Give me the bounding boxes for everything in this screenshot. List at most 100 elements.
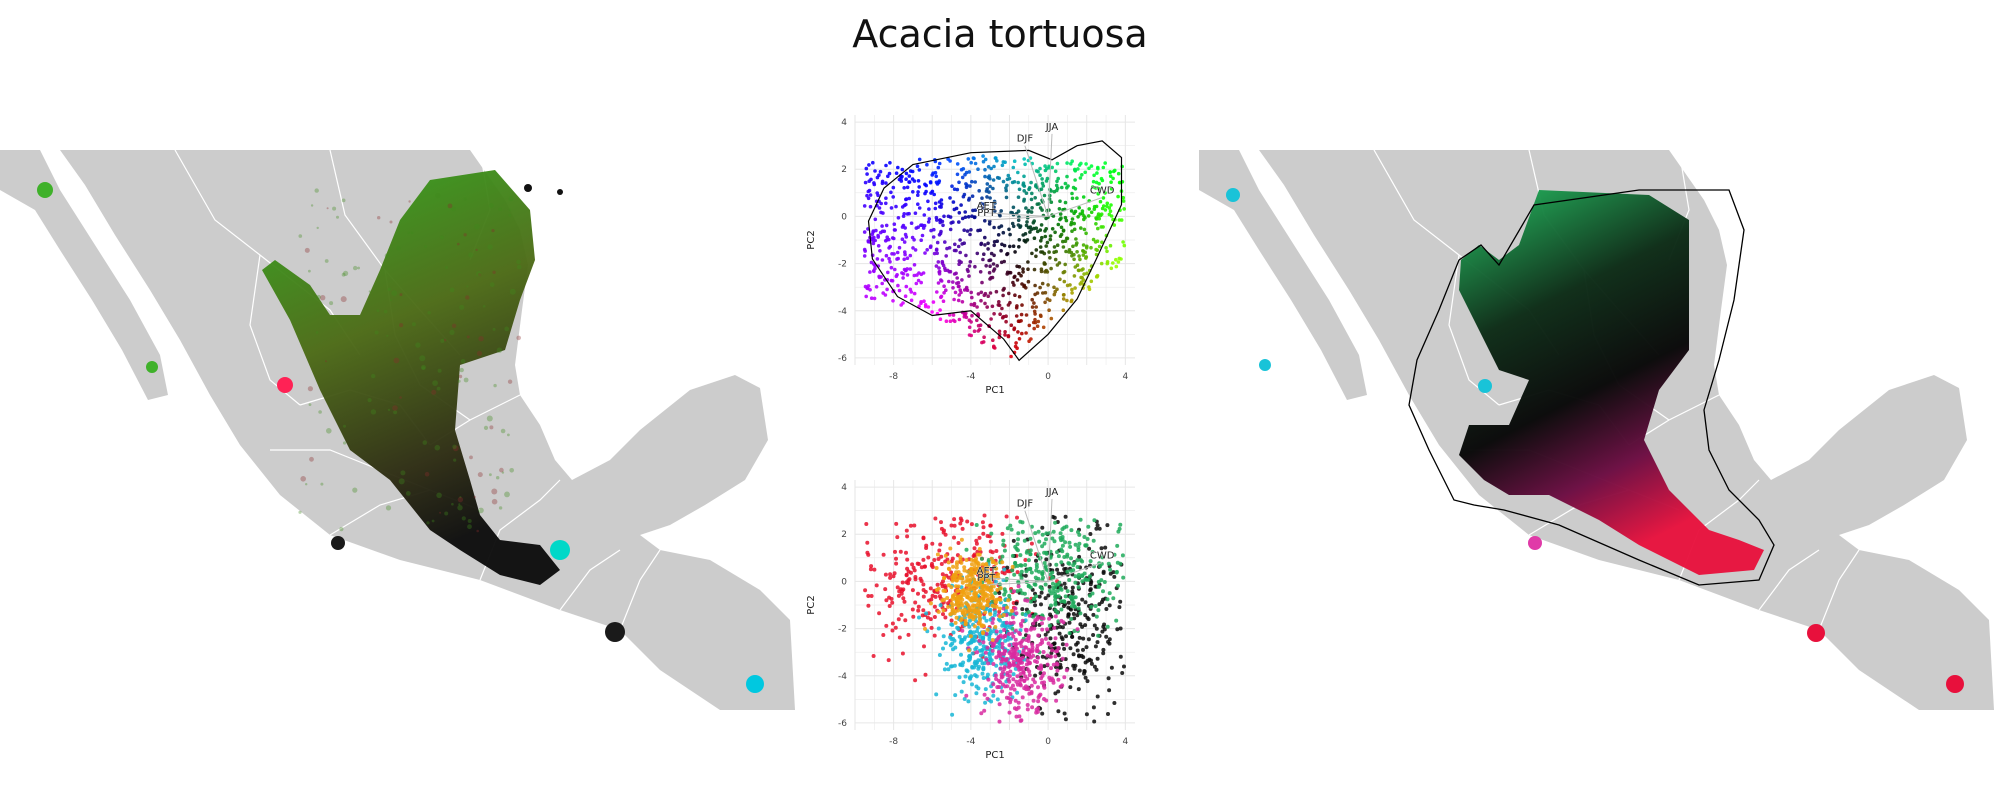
data-point	[1001, 542, 1006, 547]
data-point	[1115, 560, 1120, 565]
data-point	[1039, 663, 1043, 668]
data-point	[1080, 559, 1085, 564]
data-point	[995, 239, 999, 243]
data-point	[1024, 206, 1028, 210]
data-point	[962, 228, 966, 232]
data-point	[969, 228, 973, 232]
data-point	[908, 253, 913, 258]
data-point	[1053, 614, 1058, 619]
data-point	[973, 663, 978, 668]
data-point	[1013, 344, 1018, 349]
data-point	[1034, 305, 1038, 309]
raster-speck	[452, 444, 457, 449]
data-point	[1076, 548, 1081, 552]
data-point	[997, 650, 1002, 655]
data-point	[907, 577, 912, 582]
data-point	[933, 201, 938, 206]
data-point	[1072, 211, 1076, 216]
data-point	[872, 296, 877, 301]
data-point	[1033, 283, 1037, 288]
data-point	[959, 652, 963, 657]
data-point	[1053, 602, 1058, 607]
raster-speck	[367, 398, 372, 403]
data-point	[959, 585, 964, 590]
data-point	[940, 584, 945, 589]
data-point	[963, 635, 968, 640]
data-point	[1021, 183, 1025, 187]
data-point	[884, 201, 888, 206]
data-point	[1040, 711, 1045, 716]
data-point	[1117, 605, 1122, 610]
data-point	[1010, 615, 1015, 620]
data-point	[865, 172, 869, 176]
data-point	[1056, 571, 1061, 576]
data-point	[877, 275, 882, 280]
raster-speck	[492, 327, 496, 331]
data-point	[980, 520, 985, 525]
data-point	[1003, 638, 1008, 643]
data-point	[950, 184, 954, 188]
data-point	[968, 654, 973, 659]
data-point	[922, 213, 927, 217]
data-point	[1022, 591, 1027, 596]
data-point	[1073, 178, 1077, 182]
data-point	[951, 564, 956, 569]
data-point	[955, 276, 959, 280]
data-point	[1075, 558, 1080, 563]
raster-speck	[457, 242, 460, 246]
data-point	[916, 604, 921, 609]
data-point	[1025, 220, 1029, 224]
data-point	[1016, 195, 1021, 199]
data-point	[976, 292, 981, 296]
raster-speck	[451, 323, 457, 328]
data-point	[986, 241, 990, 246]
data-point	[1071, 663, 1076, 668]
loading-arrow	[986, 215, 1049, 221]
data-point	[866, 594, 871, 598]
data-point	[1020, 331, 1024, 336]
data-point	[1059, 225, 1064, 230]
data-point	[1002, 628, 1007, 632]
data-point	[987, 222, 992, 226]
data-point	[893, 549, 897, 554]
data-point	[1034, 254, 1038, 259]
data-point	[962, 314, 967, 319]
data-point	[1006, 569, 1011, 574]
data-point	[1095, 171, 1099, 175]
data-point	[965, 519, 970, 524]
data-point	[984, 618, 989, 623]
data-point	[888, 572, 893, 577]
data-point	[1011, 634, 1016, 639]
data-point	[964, 579, 969, 584]
y-tick-label: -2	[838, 625, 847, 635]
raster-speck	[508, 196, 514, 202]
raster-speck	[477, 472, 483, 478]
data-point	[889, 206, 894, 210]
data-point	[1079, 653, 1084, 658]
occurrence-patch	[37, 182, 53, 198]
data-point	[1040, 544, 1045, 549]
data-point	[948, 635, 953, 640]
data-point	[946, 583, 951, 588]
data-point	[981, 605, 986, 610]
data-point	[1039, 602, 1043, 607]
data-point	[1095, 656, 1100, 661]
data-point	[998, 629, 1003, 634]
data-point	[1104, 607, 1109, 611]
data-point	[1002, 548, 1007, 553]
data-point	[938, 308, 942, 312]
data-point	[1012, 572, 1017, 577]
data-point	[1056, 709, 1061, 714]
data-point	[1047, 250, 1051, 254]
data-point	[977, 638, 982, 643]
data-point	[981, 598, 986, 603]
data-point	[1045, 662, 1050, 667]
data-point	[985, 195, 989, 199]
data-point	[1009, 210, 1013, 215]
data-point	[1008, 621, 1013, 626]
raster-speck	[498, 506, 503, 510]
data-point	[1059, 571, 1064, 576]
data-point	[1059, 560, 1064, 565]
data-point	[1020, 638, 1025, 643]
raster-speck	[353, 265, 358, 271]
